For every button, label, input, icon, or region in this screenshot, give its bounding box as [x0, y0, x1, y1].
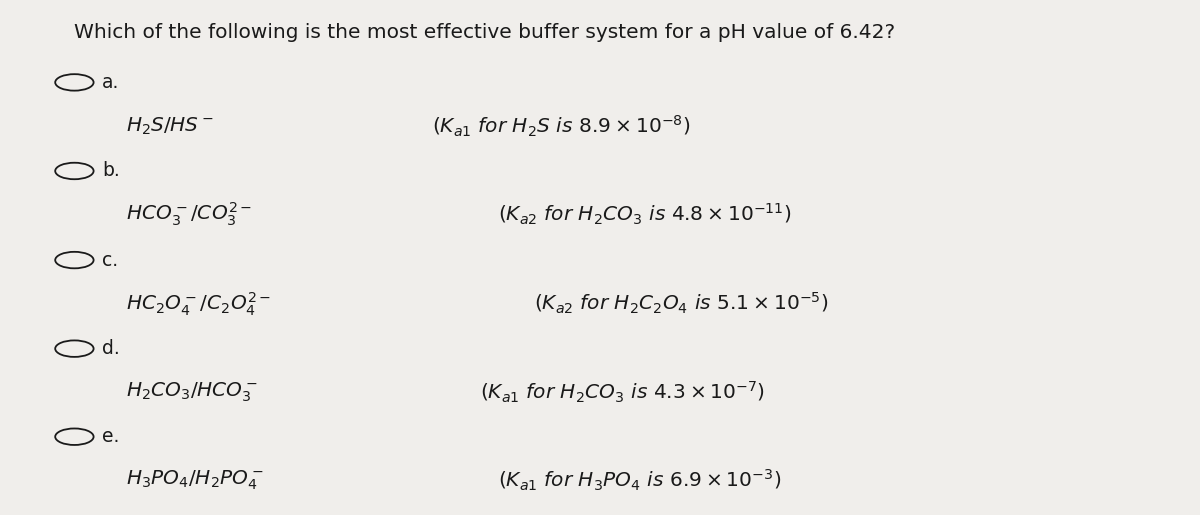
- Text: $\mathit{HCO_3^-/CO_3^{2-}}$: $\mathit{HCO_3^-/CO_3^{2-}}$: [126, 201, 252, 229]
- Text: $\mathit{(K_{a2}\ for\ H_2CO_3\ is\ 4.8 \times 10^{-11})}$: $\mathit{(K_{a2}\ for\ H_2CO_3\ is\ 4.8 …: [498, 202, 792, 227]
- Text: $\mathit{H_2S/HS^-}$: $\mathit{H_2S/HS^-}$: [126, 115, 214, 137]
- Text: a.: a.: [102, 73, 119, 92]
- Text: $\mathit{H_3PO_4/H_2PO_4^-}$: $\mathit{H_3PO_4/H_2PO_4^-}$: [126, 469, 264, 492]
- Text: Which of the following is the most effective buffer system for a pH value of 6.4: Which of the following is the most effec…: [74, 23, 895, 42]
- Text: c.: c.: [102, 251, 118, 269]
- Text: e.: e.: [102, 427, 119, 446]
- Text: $\mathit{HC_2O_4^-/C_2O_4^{2-}}$: $\mathit{HC_2O_4^-/C_2O_4^{2-}}$: [126, 290, 271, 318]
- Text: $\mathit{(K_{a2}\ for\ H_2C_2O_4\ is\ 5.1 \times 10^{-5})}$: $\mathit{(K_{a2}\ for\ H_2C_2O_4\ is\ 5.…: [534, 291, 829, 316]
- Text: b.: b.: [102, 162, 120, 180]
- Text: d.: d.: [102, 339, 120, 358]
- Text: $\mathit{(K_{a1}\ for\ H_2S\ is\ 8.9 \times 10^{-8})}$: $\mathit{(K_{a1}\ for\ H_2S\ is\ 8.9 \ti…: [432, 114, 690, 139]
- Text: $\mathit{(K_{a1}\ for\ H_3PO_4\ is\ 6.9 \times 10^{-3})}$: $\mathit{(K_{a1}\ for\ H_3PO_4\ is\ 6.9 …: [498, 468, 781, 493]
- Text: $\mathit{H_2CO_3/HCO_3^-}$: $\mathit{H_2CO_3/HCO_3^-}$: [126, 381, 258, 404]
- Text: $\mathit{(K_{a1}\ for\ H_2CO_3\ is\ 4.3 \times 10^{-7})}$: $\mathit{(K_{a1}\ for\ H_2CO_3\ is\ 4.3 …: [480, 380, 766, 405]
